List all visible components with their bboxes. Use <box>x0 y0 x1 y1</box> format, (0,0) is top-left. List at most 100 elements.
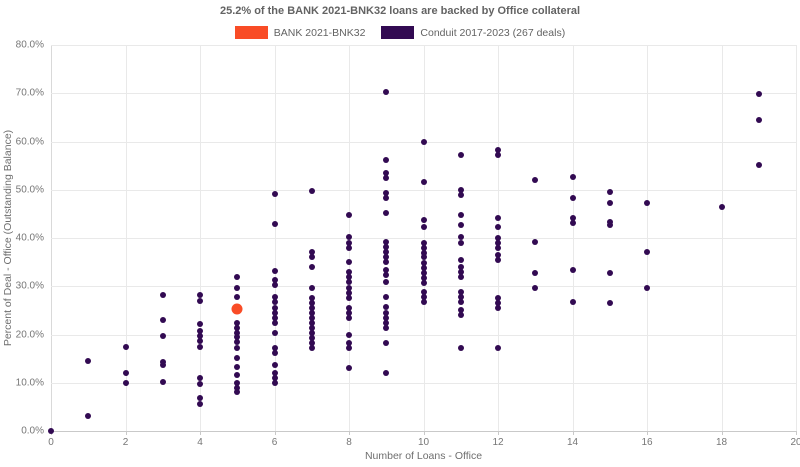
conduit-point <box>308 300 315 307</box>
conduit-point <box>755 116 762 123</box>
x-tick-mark <box>274 431 276 435</box>
conduit-point <box>234 324 241 331</box>
conduit-point <box>308 309 315 316</box>
conduit-point <box>495 147 501 154</box>
conduit-point <box>569 299 576 306</box>
conduit-point <box>420 260 427 267</box>
conduit-point <box>346 211 352 218</box>
conduit-point <box>271 293 278 300</box>
conduit-point <box>495 245 501 252</box>
conduit-point <box>346 278 352 285</box>
conduit-point <box>197 395 203 402</box>
x-tick-label: 14 <box>566 437 579 448</box>
conduit-point <box>159 358 166 365</box>
conduit-point <box>346 234 352 241</box>
conduit-point <box>383 248 390 255</box>
x-tick-mark <box>647 431 648 435</box>
conduit-point <box>383 244 390 251</box>
conduit-point <box>457 306 464 313</box>
conduit-point <box>457 263 464 270</box>
conduit-point <box>346 259 352 266</box>
conduit-point <box>532 270 539 277</box>
conduit-point <box>346 315 352 322</box>
conduit-point <box>159 361 166 368</box>
conduit-point <box>271 304 278 311</box>
conduit-point <box>346 331 352 338</box>
conduit-point <box>159 291 166 298</box>
conduit-point <box>234 319 241 326</box>
conduit-point <box>197 320 203 327</box>
conduit-point <box>271 370 278 377</box>
conduit-point <box>606 300 613 307</box>
x-axis-title: Number of Loans - Office <box>364 450 483 462</box>
conduit-series-label: Conduit 2017-2023 (267 deals) <box>420 26 566 39</box>
conduit-point <box>159 378 166 385</box>
x-tick-mark <box>125 431 127 435</box>
conduit-point <box>197 298 203 305</box>
conduit-point <box>383 293 390 300</box>
conduit-point <box>606 189 613 196</box>
conduit-point <box>457 211 464 218</box>
conduit-point <box>420 289 427 296</box>
x-tick-mark <box>721 431 723 435</box>
conduit-point <box>308 315 315 322</box>
conduit-point <box>234 285 241 292</box>
conduit-point <box>495 235 501 241</box>
conduit-point <box>569 220 576 227</box>
x-tick-label: 10 <box>417 437 430 448</box>
legend: BANK 2021-BNK32 Conduit 2017-2023 (267 d… <box>0 26 800 39</box>
legend-item-conduit[interactable]: Conduit 2017-2023 (267 deals) <box>381 26 565 39</box>
conduit-point <box>271 276 278 283</box>
conduit-point <box>234 384 241 391</box>
conduit-point <box>197 328 203 335</box>
conduit-point <box>234 344 241 351</box>
conduit-point <box>383 175 390 182</box>
conduit-point <box>420 254 427 261</box>
y-gridline <box>51 238 796 239</box>
conduit-point <box>346 239 352 246</box>
conduit-point <box>197 400 203 407</box>
conduit-point <box>271 374 278 381</box>
y-tick-label: 40.0% <box>15 232 44 244</box>
conduit-point <box>197 291 203 298</box>
y-gridline <box>51 382 796 384</box>
x-tick-label: 6 <box>271 437 278 448</box>
conduit-point <box>420 275 427 282</box>
conduit-point <box>308 187 315 194</box>
conduit-point <box>457 269 464 276</box>
conduit-point <box>122 344 129 351</box>
conduit-point <box>383 156 390 163</box>
x-tick-label: 2 <box>122 437 129 448</box>
conduit-point <box>197 380 203 387</box>
conduit-point <box>606 221 613 228</box>
x-tick-label: 12 <box>492 437 504 448</box>
conduit-point <box>308 294 315 301</box>
x-tick-mark <box>498 431 499 435</box>
conduit-point <box>420 249 427 256</box>
conduit-point <box>271 361 278 368</box>
conduit-point <box>383 315 390 322</box>
conduit-point <box>197 343 203 350</box>
conduit-point <box>383 209 390 216</box>
y-gridline <box>51 93 796 95</box>
conduit-point <box>457 293 464 300</box>
conduit-point <box>644 285 650 292</box>
x-tick-mark <box>349 431 350 435</box>
conduit-point <box>569 174 576 181</box>
conduit-point <box>495 257 501 264</box>
conduit-point <box>346 309 352 316</box>
legend-item-bank[interactable]: BANK 2021-BNK32 <box>234 26 365 39</box>
conduit-point <box>420 223 427 230</box>
conduit-point <box>197 338 203 345</box>
conduit-point <box>346 274 352 281</box>
conduit-point <box>383 190 390 197</box>
conduit-point <box>457 234 464 241</box>
conduit-point <box>234 389 241 396</box>
conduit-point <box>346 340 352 347</box>
conduit-point <box>234 363 241 370</box>
plot-area: 0 2 4 6 8 10 12 14 16 18 20 80.0% 70.0% 60.0% 50.0% 40… <box>16 40 800 449</box>
conduit-point <box>346 345 352 351</box>
conduit-point <box>346 285 352 292</box>
conduit-point <box>271 191 278 198</box>
